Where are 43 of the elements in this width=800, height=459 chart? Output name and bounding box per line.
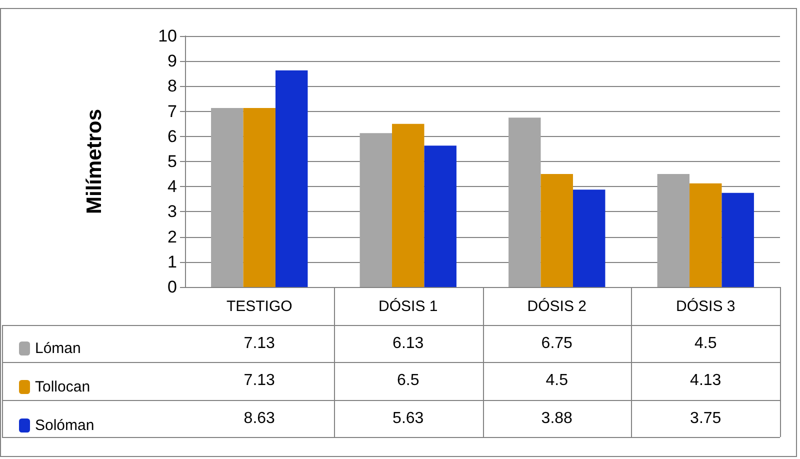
- bar: [392, 124, 424, 287]
- data-label: 4.13: [689, 371, 722, 391]
- y-tick-label: 9: [168, 52, 177, 71]
- bar: [424, 146, 456, 287]
- bar: [540, 174, 573, 287]
- data-label: 8.63: [242, 408, 276, 428]
- bar: [722, 192, 754, 287]
- bar: [572, 190, 606, 287]
- y-tick-label: 8: [168, 76, 177, 96]
- bar: [360, 133, 392, 287]
- y-tick-label: 2: [168, 227, 177, 246]
- data-label: 4.5: [544, 371, 569, 391]
- data-label: 6.13: [392, 334, 425, 354]
- data-label: 7.13: [242, 334, 276, 354]
- data-label: 6.75: [540, 334, 574, 354]
- legend-label: Tollocan: [35, 378, 90, 396]
- y-tick-label: 0: [168, 278, 177, 296]
- bar: [275, 70, 308, 287]
- data-label: 3.88: [540, 408, 574, 428]
- legend-label: Solóman: [35, 417, 94, 434]
- data-label: 6.5: [396, 371, 420, 391]
- bar: [690, 183, 722, 287]
- y-tick-label: 4: [168, 177, 177, 196]
- y-tick-label: 6: [168, 126, 177, 146]
- bar: [211, 108, 244, 287]
- y-tick-label: 7: [168, 102, 177, 121]
- x-tick-label: DÓSIS 3: [676, 297, 736, 315]
- data-label: 7.13: [242, 371, 276, 391]
- data-label: 3.75: [689, 408, 722, 428]
- data-label: 5.63: [392, 408, 425, 428]
- y-axis-title: Milímetros: [83, 108, 106, 214]
- bar: [508, 118, 541, 287]
- x-tick-label: TESTIGO: [226, 298, 292, 315]
- legend-label: Lóman: [35, 340, 81, 357]
- bar: [657, 174, 690, 287]
- y-tick-label: 5: [168, 152, 177, 171]
- y-tick-label: 1: [168, 252, 177, 272]
- x-tick-label: DÓSIS 1: [378, 297, 438, 315]
- y-tick-label: 3: [168, 202, 177, 222]
- y-tick-label: 10: [158, 26, 177, 46]
- data-label: 4.5: [694, 334, 718, 354]
- bar: [243, 108, 276, 287]
- x-tick-label: DÓSIS 2: [527, 297, 586, 315]
